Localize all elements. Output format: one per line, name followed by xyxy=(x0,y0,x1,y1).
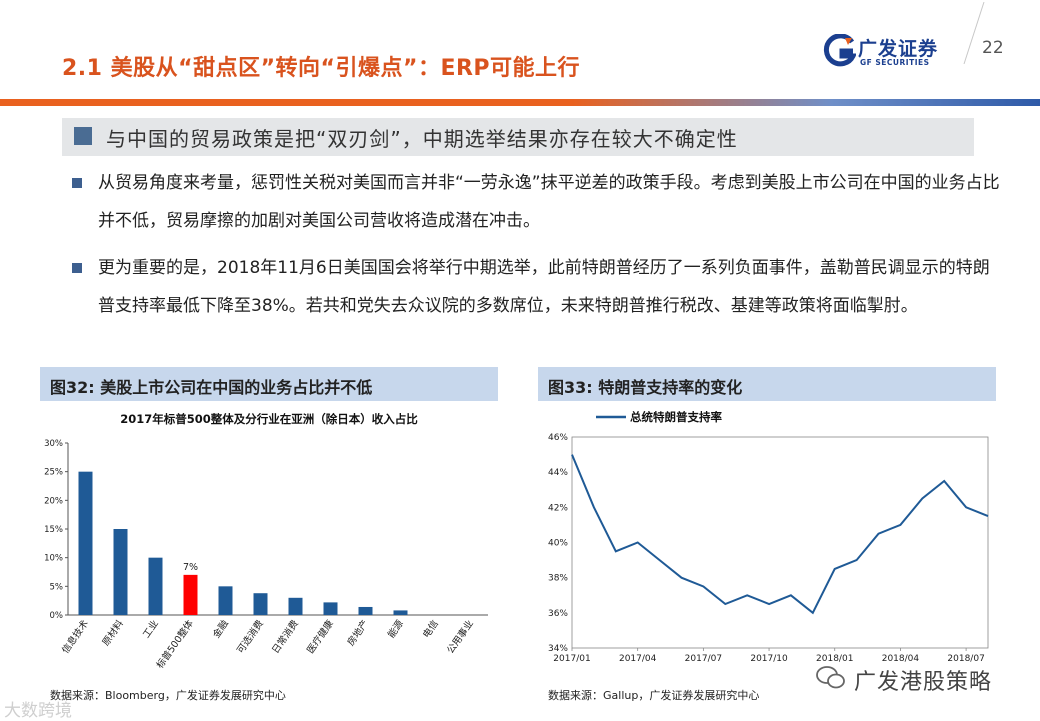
figure-33-panel: 图33: 特朗普支持率的变化 总统特朗普支持率 34% 36% 38% 40% 42% 4… xyxy=(538,367,996,717)
chart-title: 2017年标普500整体及分行业在亚洲（除日本）收入占比 xyxy=(120,412,418,426)
x-tick-label: 能源 xyxy=(385,617,406,640)
x-tick-label: 2018/01 xyxy=(816,654,853,664)
x-tick-label: 2018/04 xyxy=(882,654,920,664)
bullet-text: 从贸易角度来考量，惩罚性关税对美国而言并非“一劳永逸”抹平逆差的政策手段。考虑到… xyxy=(98,173,1000,231)
x-tick-label: 2018/07 xyxy=(947,654,984,664)
y-tick-label: 20% xyxy=(44,496,63,506)
chart-series xyxy=(571,454,989,615)
bar xyxy=(393,610,408,615)
figure-header: 图33: 特朗普支持率的变化 xyxy=(538,367,996,401)
figure-32-panel: 图32: 美股上市公司在中国的业务占比并不低 2017年标普500整体及分行业在… xyxy=(40,367,498,717)
gf-logo-icon xyxy=(823,34,856,67)
x-tick-label: 日常消费 xyxy=(269,618,301,656)
bar xyxy=(288,597,303,615)
x-tick-label: 信息技术 xyxy=(59,617,91,655)
y-tick-label: 10% xyxy=(44,554,63,564)
y-tick-label: 42% xyxy=(548,503,568,513)
x-tick-label: 2017/04 xyxy=(619,654,657,664)
headline-text: 与中国的贸易政策是把“双刃剑”，中期选举结果亦存在较大不确定性 xyxy=(106,127,738,151)
chart-legend: 总统特朗普支持率 xyxy=(596,410,722,424)
logo-text-cn: 广发证券 xyxy=(858,38,939,60)
y-tick-label: 30% xyxy=(44,439,63,449)
chart-axes: 34% 36% 38% 40% 42% 44% 46% 2017/01 2017/04 2017/… xyxy=(548,433,989,664)
header-color-bar xyxy=(0,99,1040,106)
bullet-square-icon xyxy=(72,263,82,273)
chart-axes xyxy=(65,442,488,616)
chart-tick-labels: 0%5%10%15%20%25%30%信息技术 原材料 工业7%标普500整体 金融可… xyxy=(44,439,476,671)
watermark-right-text: 广发港股策略 xyxy=(854,670,993,695)
page-title: 2.1 美股从“甜点区”转向“引爆点”：ERP可能上行 xyxy=(62,56,581,81)
x-tick-label: 工业 xyxy=(141,618,161,640)
x-tick-label: 2017/01 xyxy=(553,654,590,664)
bar-chart: 2017年标普500整体及分行业在亚洲（除日本）收入占比 0% 5% 10% 15% 2… xyxy=(44,412,488,671)
x-tick-label: 2017/10 xyxy=(750,654,788,664)
line-chart: 总统特朗普支持率 34% 36% 38% 40% 42% 44% 46% 2017/01 201… xyxy=(548,410,989,664)
bar xyxy=(358,606,373,615)
bar xyxy=(78,471,93,615)
y-tick-label: 36% xyxy=(548,609,568,619)
watermark-left: 大数跨境 xyxy=(4,701,72,721)
company-logo: 广发证券 GF SECURITIES xyxy=(822,32,942,74)
y-tick-label: 44% xyxy=(548,468,568,478)
figure-label: 图32: 美股上市公司在中国的业务占比并不低 xyxy=(50,378,373,397)
chart-bars xyxy=(78,471,408,615)
x-tick-label: 原材料 xyxy=(100,617,126,648)
y-tick-label: 5% xyxy=(50,582,64,592)
plot-frame xyxy=(571,436,989,649)
figure-source: 数据来源：Bloomberg，广发证券发展研究中心 xyxy=(50,689,286,702)
bullet-square-icon xyxy=(72,178,82,188)
figure-source: 数据来源：Gallup，广发证券发展研究中心 xyxy=(548,689,760,702)
bullet-text: 更为重要的是，2018年11月6日美国国会将举行中期选举，此前特朗普经历了一系列… xyxy=(98,258,990,316)
bar xyxy=(253,593,268,615)
figure-label: 图33: 特朗普支持率的变化 xyxy=(548,378,743,397)
y-tick-label: 15% xyxy=(44,525,63,535)
y-tick-label: 40% xyxy=(548,539,568,549)
headline-box: 与中国的贸易政策是把“双刃剑”，中期选举结果亦存在较大不确定性 xyxy=(62,118,974,156)
header-divider xyxy=(963,2,985,64)
x-tick-label: 金融 xyxy=(210,617,231,640)
y-tick-label: 38% xyxy=(548,574,568,584)
logo-text-en: GF SECURITIES xyxy=(860,58,930,67)
y-tick-label: 46% xyxy=(548,433,568,443)
y-tick-label: 34% xyxy=(548,644,568,654)
wechat-icon xyxy=(816,666,845,689)
y-tick-label: 25% xyxy=(44,468,63,478)
watermark-right: 广发港股策略 xyxy=(814,663,1034,697)
x-tick-label: 医疗健康 xyxy=(304,617,336,655)
y-tick-label: 0% xyxy=(50,611,64,621)
bar-data-label: 7% xyxy=(183,562,198,573)
bar xyxy=(113,529,128,615)
bullet-paragraph: 从贸易角度来考量，惩罚性关税对美国而言并非“一劳永逸”抹平逆差的政策手段。考虑到… xyxy=(72,164,1004,244)
page-number: 22 xyxy=(982,38,1004,58)
x-tick-label: 电信 xyxy=(420,618,441,640)
x-tick-label: 2017/07 xyxy=(685,654,722,664)
x-tick-label: 可选消费 xyxy=(234,618,266,656)
headline-square-icon xyxy=(74,127,92,145)
bar xyxy=(218,586,233,615)
figure-header: 图32: 美股上市公司在中国的业务占比并不低 xyxy=(40,367,498,401)
bar xyxy=(148,557,163,615)
x-tick-label: 房地产 xyxy=(345,618,371,648)
bullet-paragraph: 更为重要的是，2018年11月6日美国国会将举行中期选举，此前特朗普经历了一系列… xyxy=(72,249,1004,365)
x-tick-label: 公用事业 xyxy=(444,618,476,656)
bar xyxy=(323,602,338,615)
series-line xyxy=(571,454,989,615)
legend-label: 总统特朗普支持率 xyxy=(630,410,722,424)
bar xyxy=(183,574,198,615)
